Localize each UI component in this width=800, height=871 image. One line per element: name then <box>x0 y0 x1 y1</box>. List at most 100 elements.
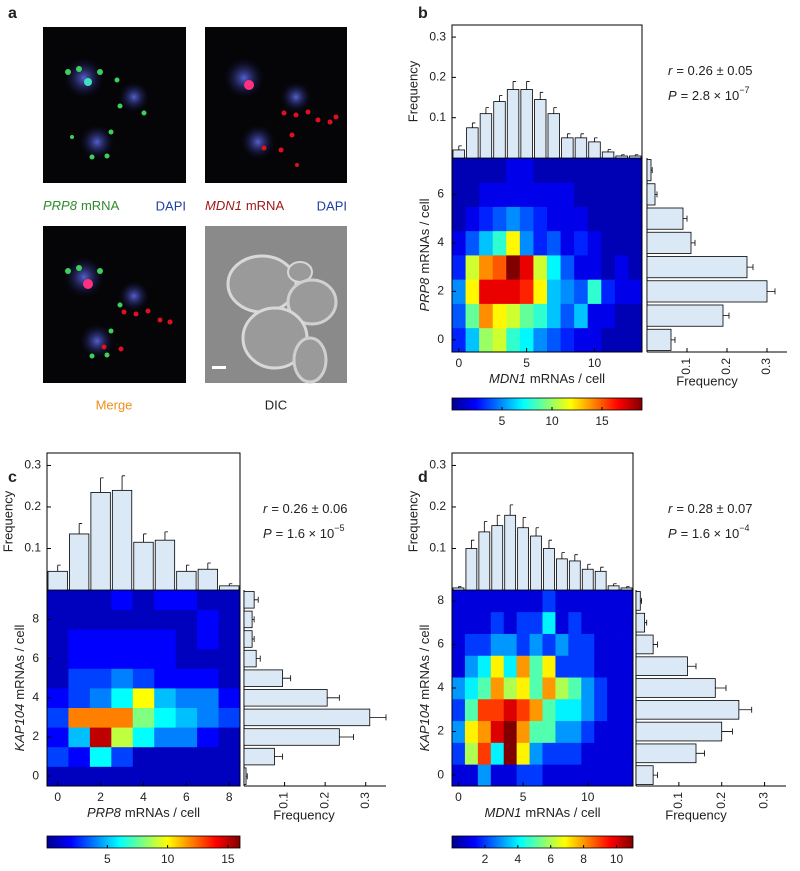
error-bar <box>587 563 591 570</box>
heatmap-cell <box>47 727 69 748</box>
heatmap-cell <box>111 648 134 669</box>
heatmap-cell <box>574 230 589 256</box>
heatmap-cell <box>154 629 177 650</box>
heatmap-cell <box>529 698 543 722</box>
hist-frame <box>451 24 643 159</box>
heatmap-cell <box>574 158 589 183</box>
heatmap-cell <box>452 633 466 656</box>
hist-bar <box>646 280 768 303</box>
hist-bar <box>520 89 533 159</box>
y-tick-label: 2 <box>437 724 444 738</box>
error-bar <box>485 107 489 114</box>
micrograph <box>43 27 186 183</box>
heatmap-cell <box>533 303 548 329</box>
error-bar <box>607 149 612 152</box>
heatmap-cell <box>620 698 634 722</box>
hist-bar <box>47 570 68 591</box>
heatmap-cell <box>464 742 479 765</box>
gene: MDN1 <box>489 371 526 386</box>
heatmap-cell <box>519 182 534 207</box>
hist-bar <box>243 708 371 727</box>
heatmap-cell <box>555 742 569 765</box>
heatmap-cell <box>542 590 556 613</box>
heatmap-cell <box>490 720 505 743</box>
error-bar <box>626 586 630 588</box>
heatmap-cell <box>533 279 548 304</box>
heatmap-cell <box>506 182 521 207</box>
heatmap-cell <box>490 655 505 678</box>
hist-bar <box>635 634 654 655</box>
heatmap-cell <box>490 590 505 613</box>
heatmap-cell <box>506 303 521 329</box>
heatmap-cell <box>68 629 91 650</box>
error-bar <box>185 564 190 572</box>
heatmap-cell <box>68 609 91 630</box>
error-bar <box>653 772 658 779</box>
axis-text: mRNAs / cell <box>525 805 600 820</box>
heatmap-cell <box>218 707 241 728</box>
heatmap-cell <box>574 255 589 280</box>
heatmap-cell <box>620 611 634 634</box>
heatmap-cell <box>218 688 241 708</box>
heatmap-cell <box>154 746 177 767</box>
heatmap-cell <box>492 230 507 256</box>
heatmap-cell <box>47 609 69 630</box>
heatmap-cell <box>529 764 543 787</box>
hist-bar <box>646 328 672 351</box>
hist-bar <box>620 587 633 591</box>
error-bar <box>327 694 340 701</box>
heatmap-cell <box>568 742 582 765</box>
heatmap-cell <box>542 655 556 678</box>
y-tick-label: 0.2 <box>429 499 446 513</box>
heatmap-cell <box>533 327 548 353</box>
heatmap-cell <box>542 742 556 765</box>
heatmap-cell <box>516 590 530 613</box>
x-tick-label: 6 <box>183 790 190 804</box>
stat-symbol: P <box>668 526 677 541</box>
hist-bar <box>635 721 723 742</box>
hist-bar <box>646 207 684 230</box>
heatmap-cell <box>492 303 507 329</box>
x-tick-label: 10 <box>581 790 595 804</box>
heatmap-cell <box>581 633 595 656</box>
annotation: P = 1.6 × 10−4 <box>668 523 750 541</box>
heatmap-cell <box>601 327 616 353</box>
colorbar-tick-label: 6 <box>547 852 554 866</box>
y-axis-label: KAP104 mRNAs / cell <box>417 624 432 751</box>
heatmap-cell <box>111 688 134 708</box>
heatmap-cell <box>154 707 177 728</box>
hist-bar <box>646 183 656 206</box>
heatmap-cell <box>516 677 530 700</box>
heatmap-cell <box>452 611 466 634</box>
heatmap-cell <box>492 327 507 353</box>
heatmap-cell <box>506 158 521 183</box>
heatmap-cell <box>68 668 91 689</box>
heatmap-cell <box>464 611 479 634</box>
y-tick-label: 0 <box>32 768 39 782</box>
heatmap-cell <box>464 590 479 613</box>
y-tick-label: 0.1 <box>429 541 446 555</box>
y-tick-label: 2 <box>437 284 444 298</box>
heatmap-cell <box>479 158 494 183</box>
hist-bar <box>561 137 574 159</box>
heatmap-cell <box>175 707 198 728</box>
heatmap-cell <box>516 742 530 765</box>
hist-bar <box>629 155 642 159</box>
hist-bar <box>581 568 594 591</box>
y-tick-label: 0.2 <box>24 499 41 513</box>
heatmap-cell <box>519 206 534 232</box>
heatmap-cell <box>111 590 134 610</box>
x-tick-label: 5 <box>523 356 530 370</box>
heatmap-cell <box>506 206 521 232</box>
colorbar-tick-label: 5 <box>499 414 506 428</box>
heatmap-cell <box>68 707 91 728</box>
heatmap-cell <box>89 746 112 767</box>
stat-symbol: r <box>263 501 268 516</box>
error-bar <box>539 91 544 100</box>
annotation: r = 0.26 ± 0.06 <box>263 501 348 516</box>
heatmap-cell <box>479 206 494 232</box>
heatmap-cell <box>89 648 112 669</box>
x-tick-label: 4 <box>140 790 147 804</box>
heatmap-cell <box>555 633 569 656</box>
y-tick-label: 2 <box>32 729 39 743</box>
